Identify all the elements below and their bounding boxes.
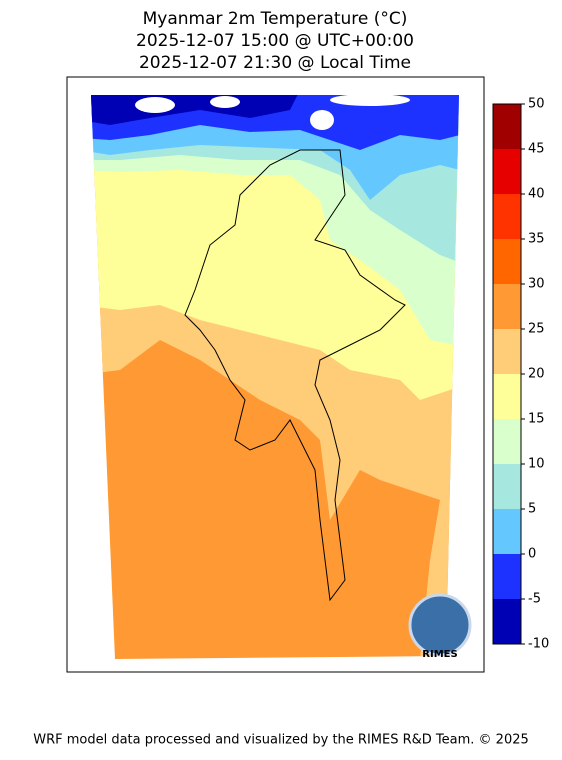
colorbar-tick-label: 35 — [528, 232, 545, 247]
title-line: 2025-12-07 21:30 @ Local Time — [139, 53, 411, 73]
footer: WRF model data processed and visualized … — [33, 733, 529, 748]
colorbar-tick-label: 50 — [528, 97, 545, 112]
colorbar-tick-label: 15 — [528, 412, 545, 427]
colorbar-tick-label: 45 — [528, 142, 545, 157]
temperature-field — [91, 95, 459, 659]
colorbar-band — [493, 464, 521, 509]
colorbar-tick-label: 30 — [528, 277, 545, 292]
colorbar-band — [493, 104, 521, 149]
colorbar-tick-label: -10 — [528, 637, 549, 652]
title-line: 2025-12-07 15:00 @ UTC+00:00 — [136, 31, 414, 51]
colorbar-tick-label: 20 — [528, 367, 545, 382]
colorbar: -10 -5 0 5 10 15 20 25 30 35 40 45 50 — [492, 97, 549, 652]
title-line: Myanmar 2m Temperature (°C) — [143, 9, 408, 29]
colorbar-tick-label: 0 — [528, 547, 536, 562]
colorbar-band — [493, 374, 521, 419]
colorbar-band — [493, 284, 521, 329]
colorbar-band — [493, 149, 521, 194]
colorbar-tick-label: 25 — [528, 322, 545, 337]
colorbar-band — [493, 194, 521, 239]
colorbar-band — [493, 239, 521, 284]
logo-text: RIMES — [422, 649, 457, 660]
logo: RIMES — [408, 593, 472, 660]
colorbar-tick-label: 40 — [528, 187, 545, 202]
country-border — [184, 149, 406, 602]
colorbar-tick-label: 10 — [528, 457, 545, 472]
colorbar-band — [493, 599, 521, 644]
colorbar-tick-label: 5 — [528, 502, 536, 517]
map-frame — [66, 76, 485, 673]
colorbar-band — [493, 419, 521, 464]
colorbar-band — [493, 329, 521, 374]
colorbar-band — [493, 554, 521, 599]
colorbar-band — [493, 509, 521, 554]
colorbar-tick-label: -5 — [528, 592, 541, 607]
